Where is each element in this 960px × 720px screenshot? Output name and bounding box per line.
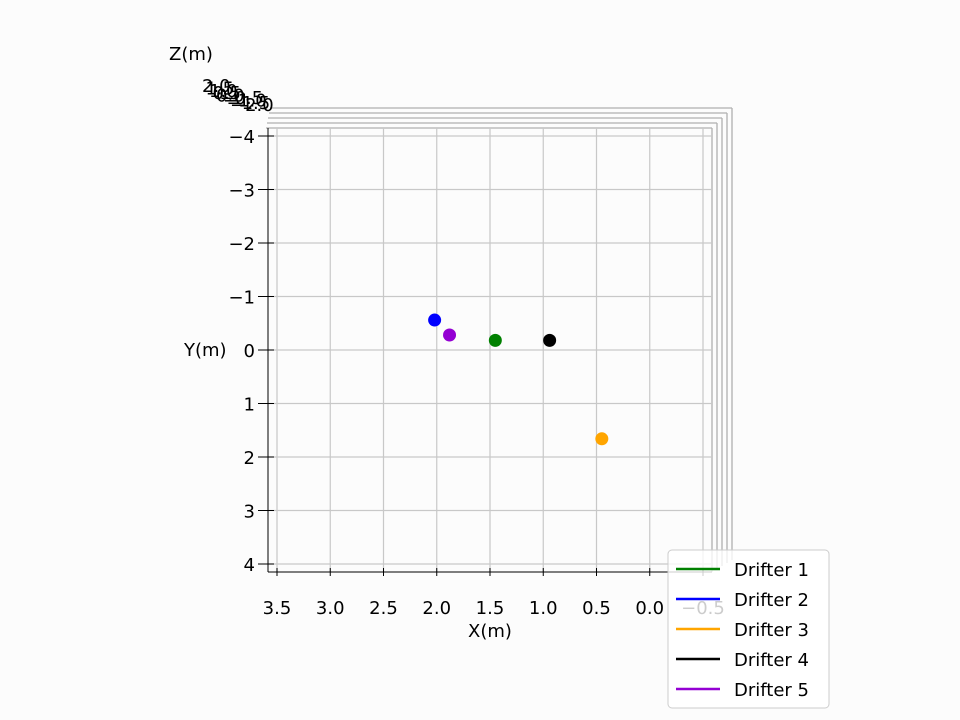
x-tick-label: 3.5 — [263, 598, 292, 619]
legend-label: Drifter 4 — [734, 650, 809, 671]
y-tick-label: 4 — [244, 555, 255, 576]
z-tick-label: −0.5 — [220, 88, 264, 109]
y-tick-label: 1 — [244, 395, 255, 416]
z-tick-label: 1.0 — [209, 81, 238, 102]
legend-label: Drifter 1 — [734, 560, 809, 581]
tick-labels: 3.53.02.52.01.51.00.50.0−0.5−4−3−2−10123… — [202, 76, 725, 619]
x-tick-label: 2.0 — [422, 598, 451, 619]
axis-labels: Z(m) Y(m) X(m) — [169, 44, 512, 642]
x-tick-label: 1.5 — [476, 598, 505, 619]
z-tick-label: −2.0 — [230, 95, 274, 116]
y-axis-label: Y(m) — [183, 340, 227, 361]
z-tick-label: −1.0 — [223, 90, 267, 111]
z-tick-label: −1.5 — [227, 93, 271, 114]
legend-box — [667, 549, 830, 709]
data-point — [595, 432, 609, 446]
y-tick-label: 3 — [244, 502, 255, 523]
y-tick-label: −3 — [228, 181, 255, 202]
x-tick-label: 1.0 — [529, 598, 558, 619]
data-points — [428, 313, 609, 446]
y-tick-label: −1 — [228, 288, 255, 309]
y-tick-label: −4 — [228, 127, 255, 148]
data-point — [443, 328, 457, 342]
x-tick-label: 2.5 — [369, 598, 398, 619]
y-tick-label: −2 — [228, 234, 255, 255]
data-point — [543, 333, 557, 347]
legend-label: Drifter 5 — [734, 680, 809, 701]
z-axis-label: Z(m) — [169, 44, 213, 65]
z-tick-label: 0.0 — [216, 86, 245, 107]
x-axis-label: X(m) — [468, 621, 512, 642]
grid-lines — [268, 128, 712, 572]
x-tick-label: 3.0 — [316, 598, 345, 619]
legend: Drifter 1 Drifter 2 Drifter 3 Drifter 4 Drif… — [667, 549, 830, 709]
z-tick-label: 1.5 — [206, 78, 235, 99]
axes-frame — [266, 107, 733, 572]
data-point — [428, 313, 442, 327]
z-tick-label: 0.5 — [213, 83, 242, 104]
z-tick-label: 2.0 — [202, 76, 231, 97]
legend-label: Drifter 3 — [734, 620, 809, 641]
y-tick-label: 2 — [244, 448, 255, 469]
y-tick-label: 0 — [244, 341, 255, 362]
legend-label: Drifter 2 — [734, 590, 809, 611]
x-tick-label: 0.0 — [635, 598, 664, 619]
data-point — [488, 333, 502, 347]
x-tick-label: 0.5 — [582, 598, 611, 619]
